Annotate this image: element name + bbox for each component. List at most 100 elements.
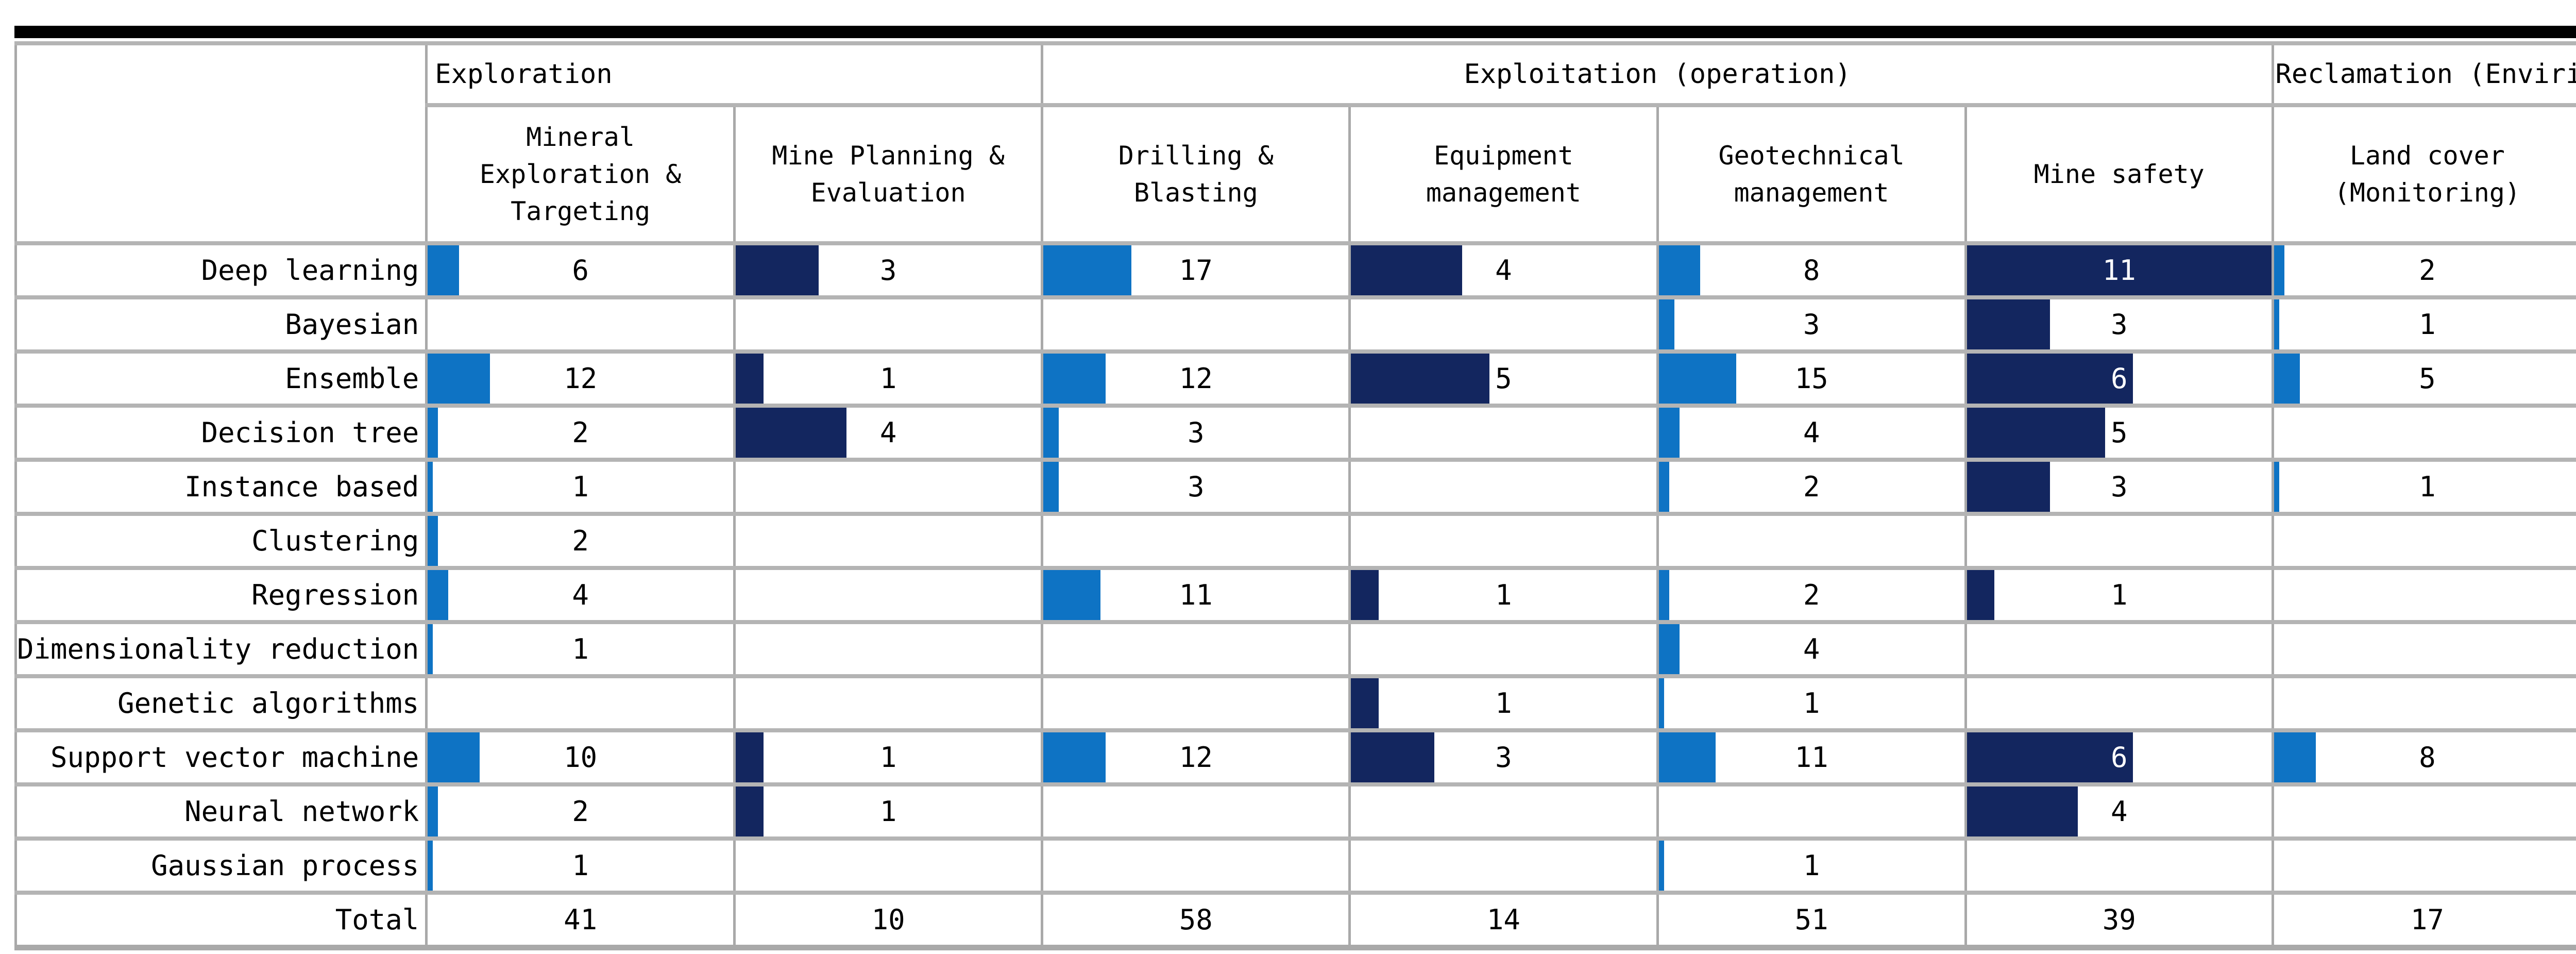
- data-bar: [1968, 572, 1995, 618]
- row-header-corner: [14, 41, 428, 245]
- data-bar: [1044, 572, 1100, 618]
- group-header-exploration: Exploration: [425, 41, 1044, 107]
- data-bar: [1660, 464, 1669, 510]
- data-cell: [2271, 566, 2576, 624]
- data-cell: 41: [425, 891, 736, 950]
- data-cell: 2: [1656, 566, 1967, 624]
- data-bar: [1968, 734, 2133, 780]
- data-bar: [1660, 302, 1674, 347]
- cell-value: 51: [1794, 903, 1828, 936]
- data-cell: 4: [733, 404, 1044, 462]
- data-cell: [425, 295, 736, 354]
- data-row: Dimensionality reduction145: [14, 620, 2576, 678]
- column-header-label: Mine Planning & Evaluation: [772, 141, 1005, 208]
- column-header-3: Equipment management: [1348, 103, 1659, 245]
- data-bar: [1352, 247, 1462, 293]
- data-cell: [1964, 836, 2274, 895]
- cell-value: 6: [572, 254, 589, 287]
- data-cell: 12: [1041, 728, 1351, 786]
- data-cell: [1964, 674, 2274, 732]
- group-header-label: Exploitation (operation): [1464, 59, 1851, 90]
- data-row: Clustering22: [14, 512, 2576, 570]
- data-cell: 2: [425, 512, 736, 570]
- data-row: Bayesian33129: [14, 295, 2576, 354]
- data-cell: 8: [1656, 241, 1967, 299]
- cell-value: 4: [2110, 795, 2128, 828]
- cell-value: 1: [1495, 687, 1512, 719]
- cell-value: 1: [2419, 471, 2436, 503]
- data-bar: [1660, 626, 1680, 672]
- data-cell: [733, 295, 1044, 354]
- cell-value: 2: [572, 795, 589, 828]
- data-cell: 17: [2271, 891, 2576, 950]
- cell-value: 10: [871, 903, 905, 936]
- data-bar: [2275, 302, 2279, 347]
- data-bar: [1352, 680, 1379, 726]
- cell-value: 2: [572, 416, 589, 449]
- data-cell: 58: [1041, 891, 1351, 950]
- cell-value: 1: [879, 795, 897, 828]
- data-bar: [429, 356, 490, 401]
- cell-value: 4: [1803, 416, 1820, 449]
- data-bar: [1968, 410, 2106, 456]
- data-row: Gaussian process112: [14, 836, 2576, 895]
- data-bar: [1352, 356, 1490, 401]
- cell-value: 1: [572, 471, 589, 503]
- data-cell: [1348, 620, 1659, 678]
- column-header-label: Mine safety: [2033, 159, 2205, 189]
- cell-value: 12: [1179, 741, 1213, 774]
- data-cell: 8: [2271, 728, 2576, 786]
- data-bar: [1968, 464, 2050, 510]
- cell-value: 6: [2110, 741, 2128, 774]
- data-cell: 1: [2271, 295, 2576, 354]
- cell-value: 1: [2110, 579, 2128, 611]
- data-cell: 17: [1041, 241, 1351, 299]
- cell-value: 39: [2102, 903, 2136, 936]
- data-cell: [733, 458, 1044, 516]
- data-cell: 4: [1656, 620, 1967, 678]
- column-header-label: Geotechnical management: [1718, 141, 1905, 208]
- row-label: Ensemble: [14, 349, 428, 408]
- cell-value: 5: [2419, 362, 2436, 395]
- data-bar: [1660, 356, 1737, 401]
- data-bar: [1044, 464, 1059, 510]
- cell-value: 3: [2110, 308, 2128, 341]
- cell-value: 17: [2410, 903, 2444, 936]
- data-cell: 4: [1348, 241, 1659, 299]
- data-cell: [1348, 782, 1659, 841]
- data-cell: [733, 512, 1044, 570]
- data-cell: 5: [2271, 349, 2576, 408]
- cell-value: 3: [1803, 308, 1820, 341]
- data-bar: [1660, 843, 1664, 889]
- data-cell: 6: [1964, 728, 2274, 786]
- data-cell: 10: [425, 728, 736, 786]
- row-label: Total: [14, 891, 428, 950]
- data-bar: [1044, 410, 1059, 456]
- cell-value: 11: [2102, 254, 2136, 287]
- data-cell: 1: [425, 458, 736, 516]
- data-cell: 1: [733, 349, 1044, 408]
- data-cell: [1348, 295, 1659, 354]
- data-cell: [1656, 782, 1967, 841]
- row-label: Neural network: [14, 782, 428, 841]
- data-bar: [737, 410, 847, 456]
- data-bar: [1352, 572, 1379, 618]
- data-cell: 2: [2271, 241, 2576, 299]
- column-header-5: Mine safety: [1964, 103, 2274, 245]
- data-cell: [2271, 674, 2576, 732]
- row-label: Instance based: [14, 458, 428, 516]
- data-cell: [2271, 404, 2576, 462]
- data-bar: [429, 626, 433, 672]
- data-bar: [1968, 356, 2133, 401]
- column-header-row: Mineral Exploration & Targeting Mine Plan…: [16, 103, 2576, 245]
- data-cell: [2271, 836, 2576, 895]
- column-header-label: Equipment management: [1426, 141, 1581, 208]
- data-cell: [1964, 512, 2274, 570]
- row-label: Decision tree: [14, 404, 428, 462]
- cell-value: 1: [1803, 687, 1820, 719]
- data-bar: [1660, 572, 1669, 618]
- cell-value: 5: [1495, 362, 1512, 395]
- ml-mining-matrix-table: Exploration Exploitation (operation) Recla…: [14, 41, 2576, 950]
- data-cell: [1041, 295, 1351, 354]
